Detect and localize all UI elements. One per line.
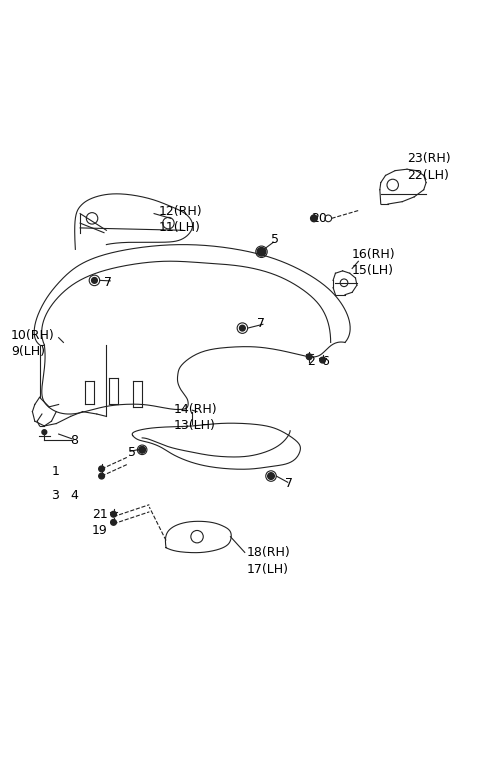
Text: 22(LH): 22(LH) bbox=[407, 169, 449, 182]
Text: 13(LH): 13(LH) bbox=[173, 420, 215, 433]
Text: 6: 6 bbox=[321, 355, 329, 368]
Circle shape bbox=[306, 354, 312, 359]
Text: 7: 7 bbox=[104, 277, 112, 290]
Text: 3: 3 bbox=[51, 489, 60, 502]
Text: 11(LH): 11(LH) bbox=[159, 221, 201, 234]
Text: 18(RH): 18(RH) bbox=[247, 546, 291, 559]
Circle shape bbox=[240, 326, 245, 331]
Text: 4: 4 bbox=[71, 489, 78, 502]
Circle shape bbox=[257, 247, 266, 256]
Circle shape bbox=[99, 473, 105, 479]
Circle shape bbox=[320, 357, 325, 363]
Text: 19: 19 bbox=[92, 525, 108, 538]
Text: 8: 8 bbox=[71, 434, 79, 447]
Circle shape bbox=[111, 512, 116, 517]
Text: 7: 7 bbox=[285, 476, 293, 489]
Text: 16(RH): 16(RH) bbox=[352, 247, 396, 260]
Text: 2: 2 bbox=[307, 355, 315, 368]
Circle shape bbox=[268, 473, 275, 480]
Text: 14(RH): 14(RH) bbox=[173, 403, 217, 416]
Text: 20: 20 bbox=[312, 212, 327, 225]
Text: 12(RH): 12(RH) bbox=[159, 205, 203, 218]
Text: 5: 5 bbox=[271, 234, 279, 247]
Circle shape bbox=[42, 430, 47, 434]
Text: 23(RH): 23(RH) bbox=[407, 152, 451, 165]
Text: 7: 7 bbox=[257, 317, 264, 330]
Circle shape bbox=[99, 466, 105, 472]
Text: 21: 21 bbox=[92, 508, 108, 521]
Circle shape bbox=[139, 447, 145, 453]
Circle shape bbox=[111, 519, 116, 525]
Circle shape bbox=[311, 215, 317, 221]
Text: 15(LH): 15(LH) bbox=[352, 264, 394, 277]
Text: 17(LH): 17(LH) bbox=[247, 562, 289, 575]
Text: 10(RH): 10(RH) bbox=[11, 329, 55, 342]
Text: 9(LH): 9(LH) bbox=[11, 345, 45, 358]
Text: 5: 5 bbox=[128, 446, 136, 459]
Circle shape bbox=[92, 277, 97, 283]
Text: 1: 1 bbox=[51, 465, 60, 478]
